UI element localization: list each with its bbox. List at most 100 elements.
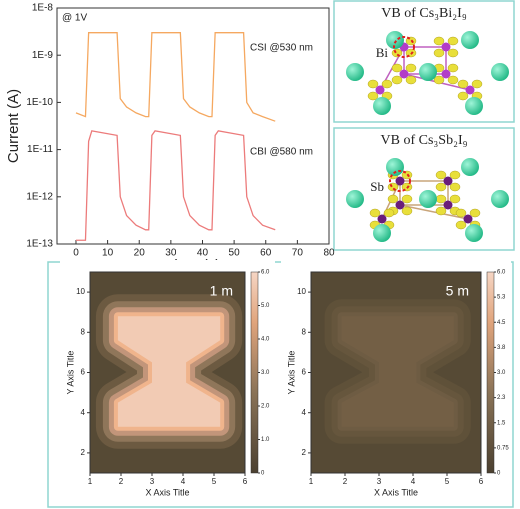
x-tick-label: 2 <box>119 477 124 486</box>
y-tick-label: 10 <box>297 287 306 296</box>
x-tick-label: 0 <box>73 248 79 259</box>
contour-title: 1 m <box>210 283 233 299</box>
y-tick-label: 6 <box>81 368 86 377</box>
orbital <box>449 170 461 180</box>
x-tick-label: 70 <box>292 248 304 259</box>
cs-atom <box>419 63 437 81</box>
highlight <box>389 170 411 192</box>
y-tick-label: 1E-12 <box>26 191 53 202</box>
y-axis-label: Y Axis Title <box>286 351 296 395</box>
x-tick-label: 5 <box>445 477 450 486</box>
cs-atom <box>465 224 483 242</box>
bond <box>399 204 469 220</box>
atom <box>375 85 385 95</box>
x-tick-label: 6 <box>243 477 248 486</box>
y-tick-label: 1E-9 <box>32 50 54 61</box>
orbital <box>401 206 413 216</box>
orbital <box>449 182 461 192</box>
mask <box>245 271 251 474</box>
x-tick-label: 50 <box>229 248 241 259</box>
y-tick-label: 1E-11 <box>27 144 53 155</box>
colorbar-tick-label: 6.0 <box>261 270 270 276</box>
orbital <box>387 182 399 192</box>
orbital <box>457 79 469 89</box>
colorbar <box>486 271 495 474</box>
orbital <box>387 194 399 204</box>
cs-atom <box>386 31 404 49</box>
y-tick-label: 1E-8 <box>32 3 54 14</box>
atom <box>399 69 409 79</box>
colorbar-tick-label: 3.0 <box>497 370 506 376</box>
x-tick-label: 80 <box>323 248 335 259</box>
atom <box>463 214 473 224</box>
contour-level <box>117 316 221 427</box>
atom <box>441 69 451 79</box>
atom <box>395 176 405 186</box>
mask <box>281 271 311 474</box>
atom <box>443 200 453 210</box>
orbital <box>433 36 445 46</box>
mask <box>60 473 275 502</box>
x-tick-label: 4 <box>411 477 416 486</box>
contour-title: 5 m <box>446 283 469 299</box>
mask <box>281 260 511 272</box>
mask <box>281 473 511 502</box>
orbital <box>391 75 403 85</box>
x-tick-label: 2 <box>343 477 348 486</box>
y-tick-label: 2 <box>81 448 86 457</box>
y-tick-label: 1E-13 <box>26 239 53 250</box>
orbital <box>469 208 481 218</box>
orbital <box>433 75 445 85</box>
orbital <box>433 48 445 58</box>
colorbar-tick-label: 5.3 <box>497 295 506 301</box>
orbital <box>447 48 459 58</box>
colorbar-tick-label: 0.75 <box>497 445 509 451</box>
cs-atom <box>491 63 509 81</box>
orbital <box>367 79 379 89</box>
series-line <box>75 130 276 241</box>
x-tick-label: 3 <box>150 477 155 486</box>
cs-atom <box>465 97 483 115</box>
cs-atom <box>491 190 509 208</box>
orbital <box>455 220 467 230</box>
atom <box>377 214 387 224</box>
contour-plot <box>311 272 481 473</box>
cs-atom <box>373 97 391 115</box>
colorbar-tick-label: 1.5 <box>497 420 506 426</box>
colorbar-tick-label: 4.5 <box>497 320 506 326</box>
plot-frame <box>56 7 330 245</box>
x-tick-label: 3 <box>377 477 382 486</box>
x-tick-label: 4 <box>181 477 186 486</box>
atom-label: Sb <box>370 179 384 194</box>
colorbar-tick-label: 3.0 <box>261 370 270 376</box>
y-tick-label: 2 <box>302 448 307 457</box>
y-tick-label: 10 <box>76 287 85 296</box>
x-tick-label: 60 <box>260 248 272 259</box>
orbital <box>405 63 417 73</box>
x-tick-label: 1 <box>309 477 314 486</box>
orbital <box>471 79 483 89</box>
colorbar-tick-label: 2.0 <box>261 404 270 410</box>
orbital <box>391 48 403 58</box>
atom <box>465 85 475 95</box>
atom <box>441 42 451 52</box>
y-axis-label: Current (A) <box>5 89 22 163</box>
orbital <box>391 63 403 73</box>
x-axis-label: X Axis Title <box>145 487 189 497</box>
x-tick-label: 6 <box>479 477 484 486</box>
x-tick-label: 20 <box>134 248 146 259</box>
x-tick-label: 30 <box>165 248 177 259</box>
y-tick-label: 8 <box>81 327 86 336</box>
y-axis-label: Y Axis Title <box>65 351 75 395</box>
y-tick-label: 1E-10 <box>26 97 53 108</box>
panel-frame <box>333 127 515 251</box>
orbital <box>435 206 447 216</box>
orbital <box>405 75 417 85</box>
mask <box>60 271 90 474</box>
atom-label: Bi <box>376 45 389 60</box>
contour-level <box>341 316 454 427</box>
panel-frame <box>333 0 515 123</box>
x-tick-label: 5 <box>212 477 217 486</box>
x-tick-label: 40 <box>197 248 209 259</box>
cs-atom <box>373 224 391 242</box>
